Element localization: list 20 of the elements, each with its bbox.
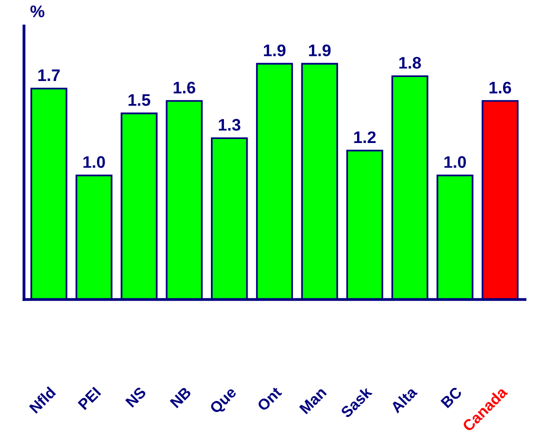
data-label: 1.9 (309, 44, 331, 56)
data-label: 1.6 (174, 82, 196, 94)
x-tick-label: Que (209, 386, 239, 416)
data-label: 1.9 (264, 44, 286, 56)
data-label: 1.0 (444, 156, 466, 168)
data-label: 1.6 (490, 82, 512, 94)
data-label: 1.0 (83, 156, 105, 168)
x-tick-label: NB (170, 386, 192, 408)
x-tick-label: Ont (256, 386, 282, 412)
data-label: 1.3 (218, 118, 240, 131)
x-tick-label: NS (125, 386, 147, 408)
data-label: 1.2 (354, 131, 376, 143)
y-axis-title: % (30, 6, 44, 18)
x-tick-label: PEI (78, 386, 102, 410)
x-tick-label: Man (299, 386, 327, 414)
data-label: 1.5 (128, 94, 150, 106)
x-tick-label: BC (440, 386, 463, 408)
data-label: 1.7 (38, 69, 60, 81)
x-tick-label: Alta (390, 386, 418, 414)
data-label: 1.8 (399, 56, 421, 69)
